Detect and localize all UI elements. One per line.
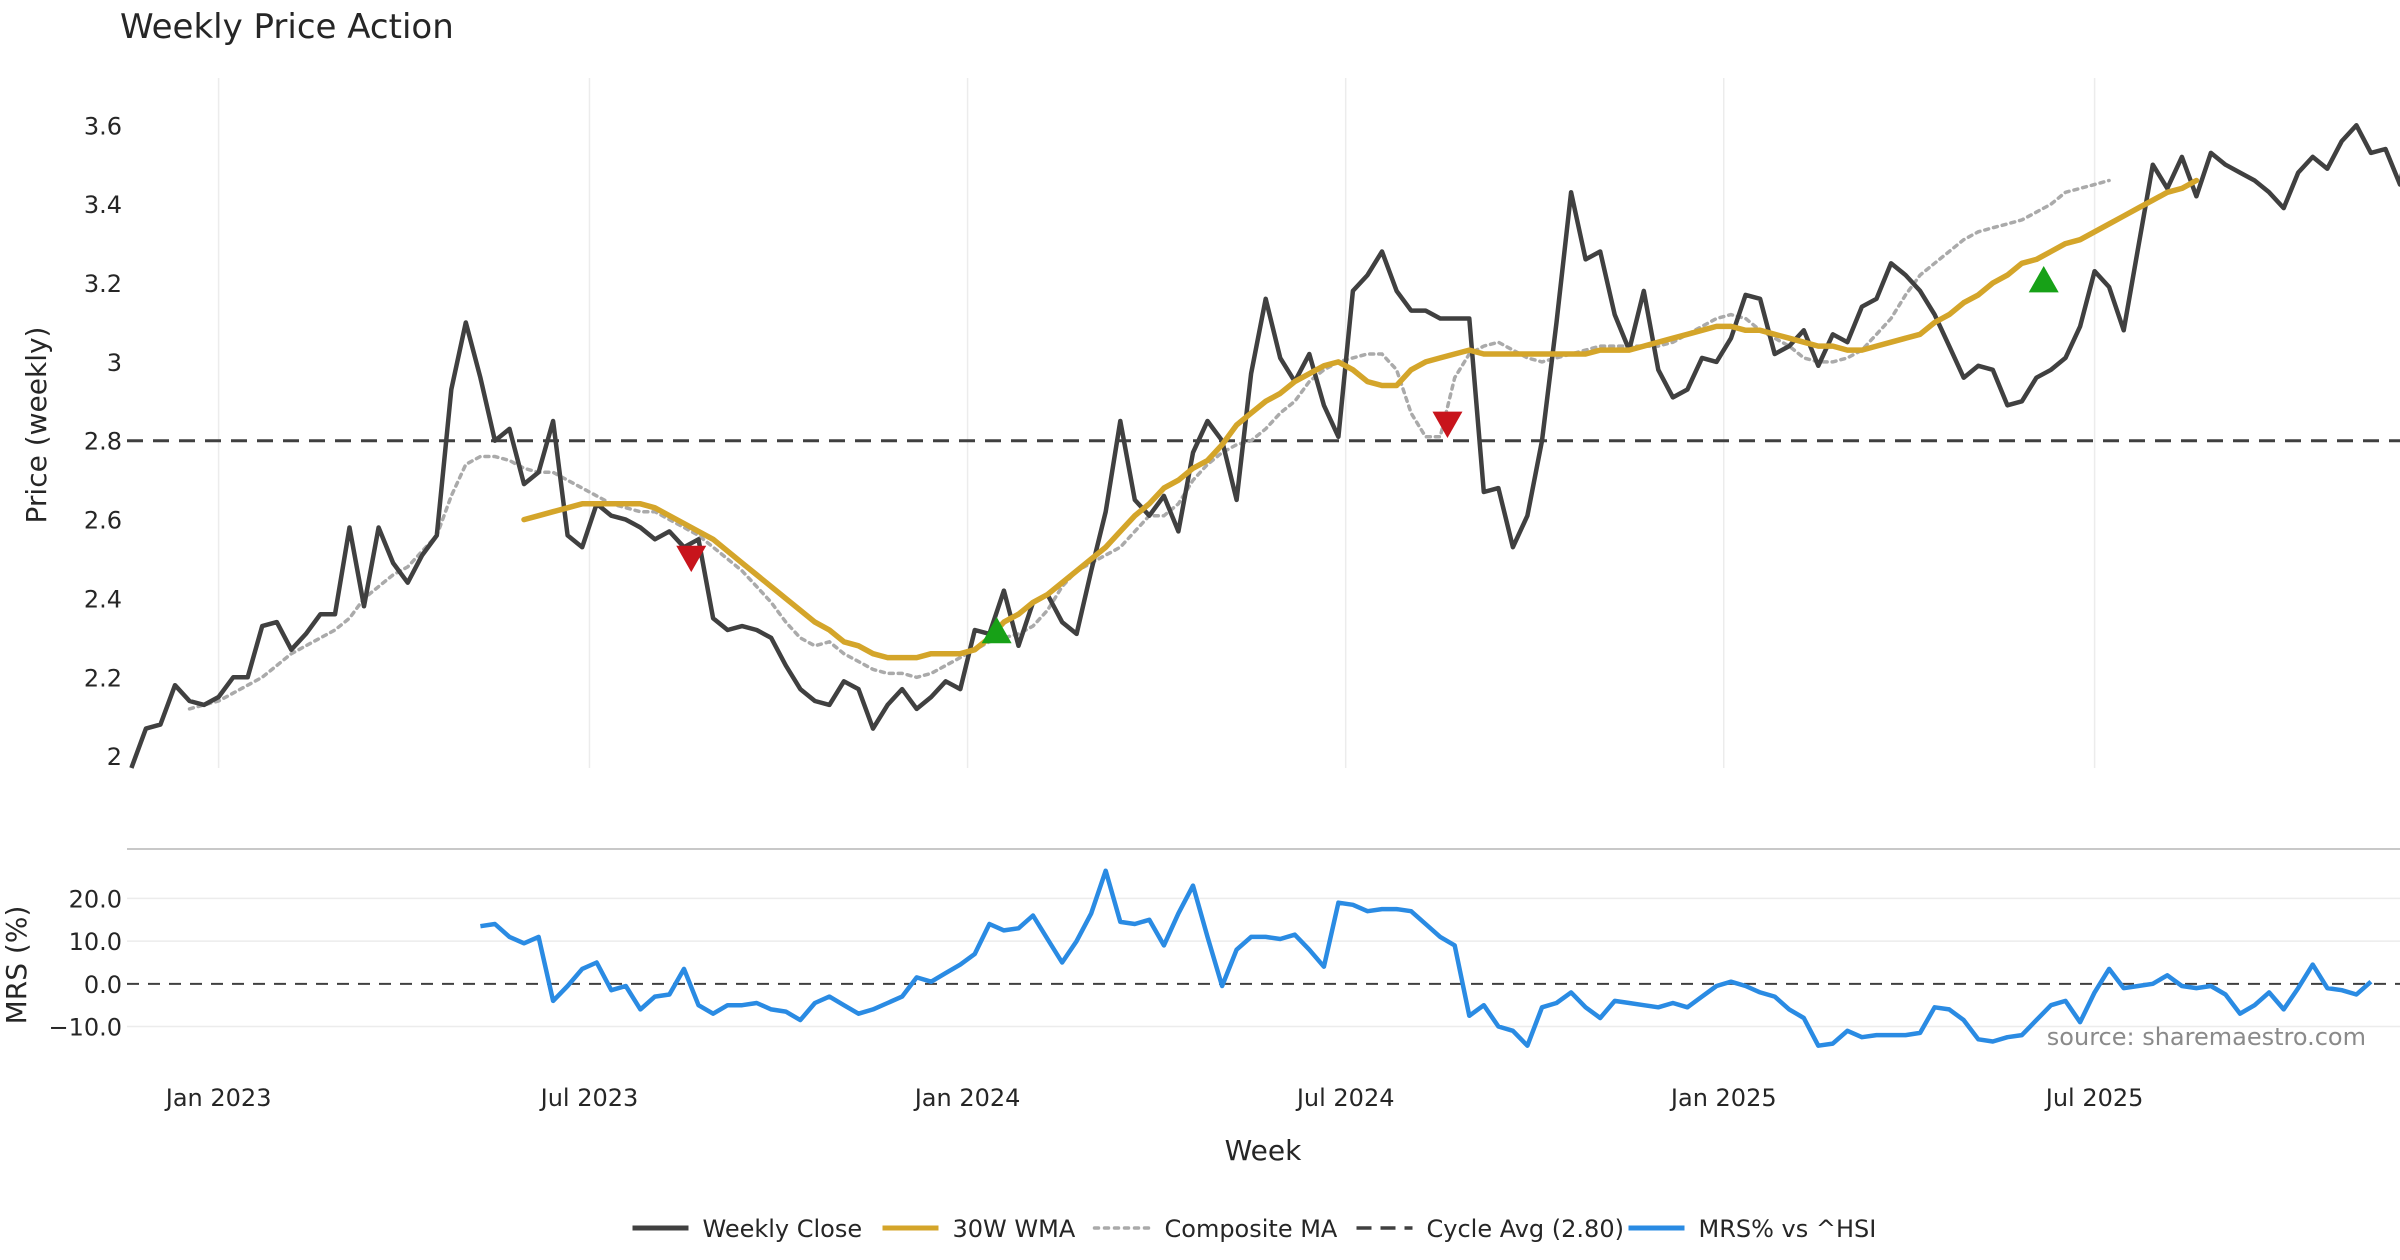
mrs-y-tick-label: 0.0 bbox=[84, 971, 122, 999]
mrs-series bbox=[480, 868, 2373, 1048]
price-grid bbox=[217, 78, 2096, 768]
price-y-tick-label: 2.2 bbox=[84, 664, 122, 692]
price-y-tick-label: 2.8 bbox=[84, 428, 122, 456]
price-series bbox=[127, 123, 2400, 769]
mrs-y-tick-label: 10.0 bbox=[69, 928, 122, 956]
mrs-grid bbox=[127, 897, 2400, 1028]
mrs-y-ticks: −10.0 0.0 10.0 20.0 bbox=[48, 885, 122, 1041]
buy-signal-marker bbox=[981, 616, 1012, 644]
legend-label-mrs: MRS% vs ^HSI bbox=[1699, 1215, 1877, 1243]
legend-label-wma: 30W WMA bbox=[953, 1215, 1076, 1243]
sell-signal-marker bbox=[1432, 411, 1463, 439]
x-axis-title: Week bbox=[1225, 1134, 1302, 1167]
price-y-tick-label: 3.4 bbox=[84, 191, 122, 219]
weekly-close-line bbox=[129, 123, 2400, 769]
x-tick-label: Jul 2024 bbox=[1295, 1084, 1395, 1112]
x-tick-label: Jan 2025 bbox=[1669, 1084, 1777, 1112]
chart-title: Weekly Price Action bbox=[120, 7, 454, 47]
price-y-tick-label: 3 bbox=[107, 349, 122, 377]
price-y-tick-label: 3.6 bbox=[84, 112, 122, 140]
legend-label-composite: Composite MA bbox=[1165, 1215, 1338, 1243]
x-tick-label: Jan 2023 bbox=[164, 1084, 272, 1112]
price-y-tick-label: 3.2 bbox=[84, 270, 122, 298]
mrs-y-axis-title: MRS (%) bbox=[0, 906, 33, 1025]
source-credit: source: sharemaestro.com bbox=[2047, 1023, 2366, 1051]
price-y-tick-label: 2.6 bbox=[84, 507, 122, 535]
price-y-tick-label: 2.4 bbox=[84, 585, 122, 613]
signal-markers bbox=[676, 266, 2059, 644]
x-tick-label: Jul 2025 bbox=[2044, 1084, 2144, 1112]
mrs-line bbox=[480, 868, 2373, 1048]
buy-signal-marker bbox=[2028, 266, 2059, 293]
sell-signal-marker bbox=[676, 545, 707, 573]
legend-label-cycle: Cycle Avg (2.80) bbox=[1427, 1215, 1624, 1243]
x-axis-ticks: Jan 2023 Jul 2023 Jan 2024 Jul 2024 Jan 2025… bbox=[164, 1084, 2144, 1112]
price-y-ticks: 2 2.2 2.4 2.6 2.8 3 3.2 3.4 3.6 bbox=[84, 112, 122, 771]
x-tick-label: Jul 2023 bbox=[539, 1084, 639, 1112]
x-tick-label: Jan 2024 bbox=[913, 1084, 1021, 1112]
price-y-axis-title: Price (weekly) bbox=[20, 327, 53, 524]
mrs-y-tick-label: −10.0 bbox=[48, 1014, 122, 1042]
mrs-y-tick-label: 20.0 bbox=[69, 885, 122, 913]
legend-label-close: Weekly Close bbox=[703, 1215, 863, 1243]
legend: Weekly Close 30W WMA Composite MA Cycle Avg… bbox=[632, 1215, 1877, 1243]
wma-30w-line bbox=[521, 177, 2200, 661]
composite-ma-line bbox=[187, 178, 2111, 711]
price-y-tick-label: 2 bbox=[107, 743, 122, 771]
